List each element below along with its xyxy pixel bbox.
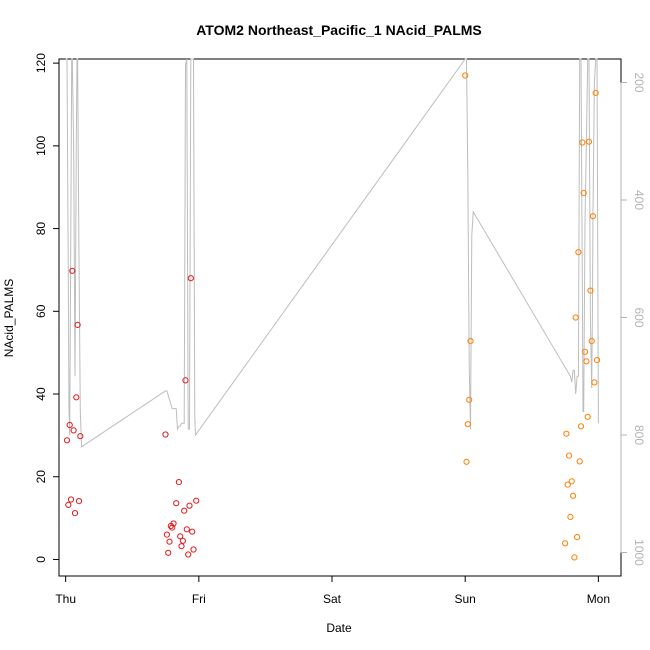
data-point: [577, 423, 585, 430]
data-point: [190, 546, 197, 553]
x-tick-label: Thu: [55, 592, 76, 606]
data-point: [63, 437, 71, 444]
data-point: [163, 531, 170, 538]
y-tick-label: 100: [34, 136, 48, 156]
data-point: [572, 314, 579, 321]
data-point: [567, 513, 574, 521]
data-point: [589, 213, 597, 220]
right-y-axis: 200 400 600 800 1000: [620, 72, 646, 566]
data-point: [178, 543, 185, 550]
data-point: [177, 533, 184, 540]
data-point: [576, 458, 583, 465]
data-point: [593, 357, 601, 364]
data-point: [575, 249, 582, 256]
plot-frame: [58, 58, 622, 577]
data-point: [592, 89, 599, 97]
data-point: [74, 321, 81, 328]
data-point: [162, 431, 169, 438]
data-point: [187, 275, 194, 282]
data-point: [585, 138, 593, 145]
data-point: [165, 549, 172, 556]
y-tick-label: 80: [34, 222, 48, 236]
data-point: [464, 421, 471, 428]
series-line: [65, 58, 599, 448]
data-point: [189, 528, 196, 535]
data-point: [564, 481, 571, 488]
y-tick-label: 0: [34, 556, 48, 563]
data-point: [67, 496, 75, 503]
data-point: [186, 502, 193, 509]
data-point: [69, 267, 76, 274]
x-tick-label: Sun: [455, 592, 476, 606]
data-point: [71, 509, 79, 517]
right-axis-series-lines: [65, 58, 599, 448]
data-point: [579, 139, 586, 146]
data-point: [463, 458, 470, 465]
data-point: [584, 413, 591, 420]
y-axis: 0 20 40 60 80 100 120: [34, 53, 60, 563]
data-point: [70, 427, 77, 434]
data-point: [179, 537, 186, 544]
data-point: [563, 430, 570, 437]
data-point: [467, 338, 474, 345]
right-y-tick-label: 800: [632, 425, 646, 445]
y-tick-label: 40: [34, 387, 48, 401]
x-tick-label: Mon: [587, 592, 610, 606]
data-point: [73, 394, 80, 401]
data-point: [170, 520, 177, 527]
right-y-tick-label: 200: [632, 72, 646, 92]
data-point: [185, 551, 192, 558]
data-point: [581, 348, 589, 355]
data-point: [591, 379, 598, 386]
data-point: [562, 540, 569, 547]
data-point: [193, 497, 200, 504]
y-tick-label: 120: [34, 53, 48, 73]
data-point: [566, 452, 573, 459]
data-point: [568, 478, 575, 485]
data-point: [466, 396, 473, 403]
data-points: [63, 72, 601, 561]
y-tick-label: 60: [34, 304, 48, 318]
data-point: [175, 479, 182, 486]
data-point: [181, 507, 188, 514]
data-point: [574, 534, 581, 541]
x-tick-label: Fri: [192, 592, 206, 606]
right-y-tick-label: 1000: [632, 539, 646, 566]
data-point: [173, 500, 180, 507]
data-point: [182, 377, 189, 384]
data-point: [166, 538, 173, 545]
data-point: [570, 492, 577, 499]
data-point: [462, 72, 469, 79]
x-axis-label: Date: [326, 621, 352, 635]
data-point: [588, 338, 595, 345]
data-point: [583, 358, 590, 365]
data-point: [587, 287, 594, 294]
data-point: [65, 501, 72, 508]
data-point: [75, 498, 83, 505]
x-tick-label: Sat: [323, 592, 342, 606]
right-y-tick-label: 600: [632, 307, 646, 327]
data-point: [183, 526, 190, 533]
data-point: [66, 421, 73, 429]
chart-title: ATOM2 Northeast_Pacific_1 NAcid_PALMS: [196, 22, 482, 38]
data-point: [580, 189, 587, 197]
y-axis-label: NAcid_PALMS: [2, 279, 16, 357]
right-y-tick-label: 400: [632, 190, 646, 210]
data-point: [169, 524, 176, 531]
x-axis: Thu Fri Sat Sun Mon: [55, 575, 610, 606]
data-point: [77, 433, 84, 440]
data-point: [571, 554, 578, 561]
y-tick-label: 20: [34, 470, 48, 484]
